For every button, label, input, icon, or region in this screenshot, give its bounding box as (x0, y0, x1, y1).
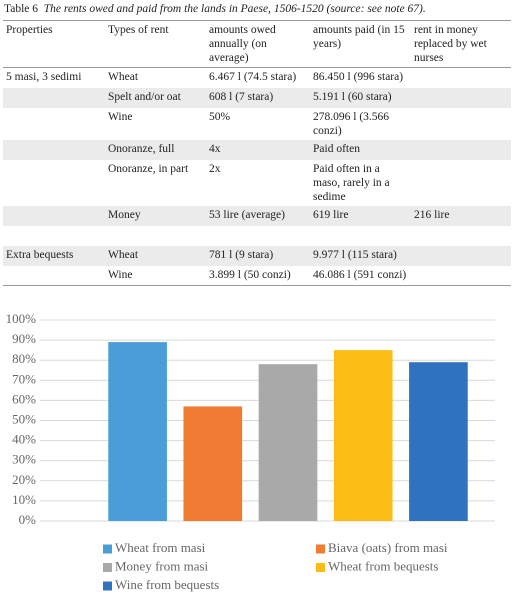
table-cell: 608 l (7 stara) (209, 90, 274, 103)
table-cell: 216 lire (414, 208, 450, 221)
table-row: Onoranze, in part 2x Paid often in a maso,… (3, 160, 511, 206)
table-cell: 2x (209, 162, 221, 175)
y-tick-label: 60% (12, 391, 36, 406)
table-cell (3, 160, 105, 206)
table-cell (105, 226, 206, 246)
table-cell: 9.977 l (115 stara) (313, 248, 397, 261)
legend-swatch (103, 544, 112, 554)
table-cell: 6.467 l (74.5 stara) (209, 71, 297, 83)
legend-label: Money from masi (115, 558, 209, 573)
y-tick-label: 70% (12, 371, 36, 386)
table-row: Spelt and/or oat 608 l (7 stara) 5.191 l (… (3, 87, 511, 108)
table-cell: 4x (209, 142, 221, 155)
chart: 0% 10% 20% 30% 40% 50% 60% 70% 80% 90% 100% Wheat f… (6, 311, 495, 592)
table-cell: 781 l (9 stara) (209, 248, 274, 261)
y-tick-label: 90% (12, 331, 36, 346)
table-row: Onoranze, full 4x Paid often (3, 139, 511, 160)
legend-swatch (103, 563, 112, 572)
bar (333, 350, 393, 521)
legend-label: Wine from bequests (115, 577, 219, 592)
table-row: Money 53 lire (average) 619 lire 216 lire (3, 205, 511, 226)
bar (183, 406, 243, 521)
table-cell (310, 226, 411, 246)
table-cell: Wheat (108, 71, 139, 83)
table-cell: Paid often (313, 142, 360, 155)
legend-label: Wheat from bequests (328, 558, 438, 573)
y-tick-label: 30% (12, 452, 36, 467)
table-cell (3, 88, 105, 108)
table-cell (411, 88, 511, 108)
table-cell: 5 masi, 3 sedimi (6, 71, 82, 83)
table-cell (411, 140, 511, 160)
table-cell: 619 lire (313, 208, 349, 221)
table-cell: Money (108, 208, 141, 221)
caption-label: Table 6 (4, 3, 39, 15)
table-cell (3, 140, 105, 160)
y-tick-label: 20% (12, 472, 36, 487)
table-cell: Spelt and/or oat (108, 90, 181, 103)
legend-label: Wheat from masi (115, 540, 206, 555)
y-tick-label: 10% (12, 492, 36, 507)
table-cell (206, 226, 310, 246)
table-cell: 5.191 l (60 stara) (313, 90, 392, 103)
table-cell: 46.086 l (591 conzi) (313, 268, 407, 281)
table-row (3, 226, 511, 246)
y-tick-label: 80% (12, 351, 36, 366)
table-cell (411, 68, 511, 88)
caption-title: The rents owed and paid from the lands i… (43, 3, 426, 15)
table-cell: 50% (209, 110, 231, 123)
table-cell (411, 226, 511, 246)
y-tick-label: 50% (12, 411, 36, 426)
table-row: Extra bequests Wheat 781 l (9 stara) 9.977 … (3, 245, 511, 266)
header-cell: amounts owed annually (on average) (209, 24, 276, 64)
header-cell: amounts paid (in 15 years) (313, 24, 405, 50)
table-cell: 86.450 l (996 stara) (313, 71, 404, 83)
header-cell: Types of rent (108, 24, 169, 36)
table-cell (411, 246, 511, 266)
table-cell: 3.899 l (50 conzi) (209, 268, 291, 281)
table-cell: Wine (108, 268, 133, 281)
rent-table: Properties Types of rent amounts owed annu… (3, 20, 511, 286)
table-cell (3, 108, 105, 140)
legend-swatch (316, 544, 325, 554)
header-cell: rent in money replaced by wet nurses (414, 24, 487, 64)
y-tick-label: 0% (19, 512, 37, 527)
table-cell: Onoranze, in part (108, 162, 189, 175)
table-cell: 53 lire (average) (209, 208, 285, 221)
header-row: Properties Types of rent amounts owed annu… (3, 20, 511, 68)
table-cell: Extra bequests (6, 248, 74, 261)
table-row: Wine 50% 278.096 l (3.566 conzi) (3, 108, 511, 140)
legend-swatch (103, 581, 112, 591)
table-cell (411, 160, 511, 206)
bar (108, 342, 167, 521)
y-tick-label: 40% (12, 432, 36, 447)
header-cell: Properties (6, 24, 53, 36)
table-row: Wine 3.899 l (50 conzi) 46.086 l (591 conz… (3, 266, 511, 286)
table-cell (3, 226, 105, 246)
table-cell (411, 108, 511, 140)
bar (258, 364, 318, 521)
table-cell (3, 266, 105, 286)
y-tick-label: 100% (6, 311, 37, 326)
legend-label: Biava (oats) from masi (328, 540, 448, 555)
table-cell: Wine (108, 110, 133, 123)
table-cell: Onoranze, full (108, 142, 175, 155)
table-cell: 278.096 l (3.566 conzi) (313, 110, 390, 137)
table-cell (411, 266, 511, 286)
table-cell: Wheat (108, 248, 139, 261)
legend-swatch (316, 563, 325, 572)
table-cell (3, 206, 105, 226)
table-cell: Paid often in a maso, rarely in a sedime (313, 162, 390, 203)
caption: Table 6 The rents owed and paid from the… (4, 3, 426, 15)
table-row: 5 masi, 3 sedimi Wheat 6.467 l (74.5 stara… (3, 68, 511, 88)
bar (409, 362, 468, 521)
